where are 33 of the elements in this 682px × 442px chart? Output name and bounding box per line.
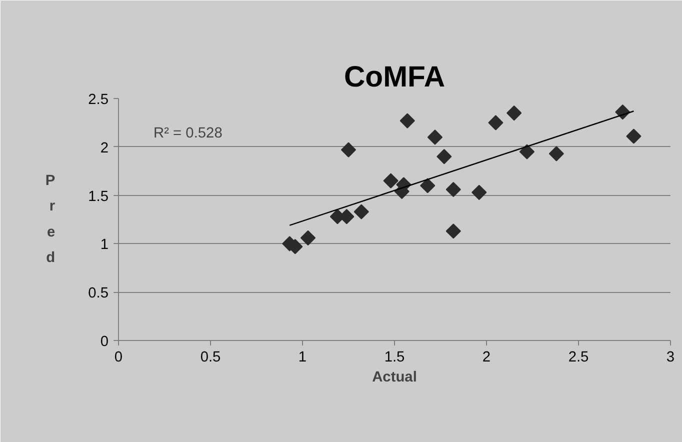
point — [506, 105, 522, 121]
x-tick-label: 3 — [666, 350, 675, 366]
x-tick-label: 2 — [482, 350, 491, 366]
x-tick-label: 1 — [298, 350, 307, 366]
point — [626, 128, 642, 144]
point — [427, 130, 443, 145]
x-axis-title: Actual — [372, 370, 417, 386]
point — [472, 184, 487, 200]
y-tick-label: 1 — [100, 237, 109, 254]
point — [400, 113, 415, 128]
x-tick-label: 0.5 — [200, 350, 221, 366]
y-tick-label: 0.5 — [88, 286, 108, 302]
point — [436, 149, 452, 164]
point — [300, 230, 316, 246]
point — [340, 142, 356, 158]
x-tick-label: 0 — [114, 350, 123, 366]
y-tick-label: 0 — [100, 334, 109, 350]
point — [548, 146, 564, 162]
point — [446, 224, 461, 239]
chart-title: CoMFA — [344, 60, 446, 94]
point — [420, 178, 436, 194]
x-tick-label: 1.5 — [384, 350, 405, 366]
y-tick-label: 2.5 — [88, 92, 108, 108]
point — [383, 173, 398, 188]
x-tick-label: 2.5 — [568, 350, 589, 366]
point — [488, 115, 504, 130]
point — [519, 144, 535, 160]
y-tick-label: 2 — [100, 140, 109, 156]
y-axis-title: Pred — [45, 173, 56, 266]
annotation: R² = 0.528 — [154, 126, 222, 142]
y-tick-label: 1.5 — [88, 188, 108, 205]
point — [354, 204, 369, 220]
point — [446, 182, 461, 198]
